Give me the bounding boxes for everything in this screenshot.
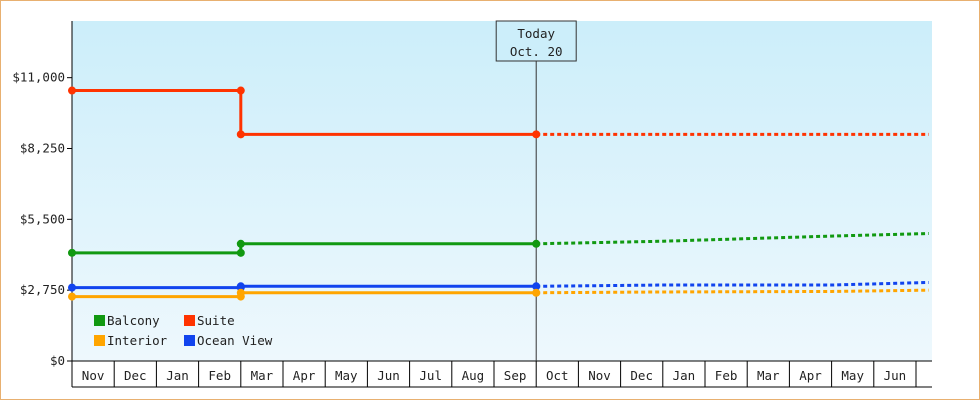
month-label: Jun bbox=[884, 368, 907, 383]
today-label: Today bbox=[517, 26, 555, 41]
y-tick-label: $11,000 bbox=[12, 70, 65, 85]
series-interior-forecast bbox=[536, 288, 929, 295]
today-box bbox=[495, 20, 577, 62]
plot-background bbox=[72, 21, 932, 361]
month-label: Apr bbox=[799, 368, 822, 383]
y-tick-label: $5,500 bbox=[20, 211, 65, 226]
month-label: Dec bbox=[630, 368, 653, 383]
series-balcony-point bbox=[532, 239, 541, 248]
series-suite-point bbox=[532, 130, 541, 139]
series-ocean-view-point bbox=[68, 283, 76, 292]
month-label: Mar bbox=[757, 368, 780, 383]
month-label: Sep bbox=[504, 368, 527, 383]
series-suite-point bbox=[236, 86, 245, 95]
month-label: Mar bbox=[251, 368, 274, 383]
series-balcony-forecast bbox=[536, 232, 929, 246]
series-ocean-view-point bbox=[236, 282, 245, 291]
y-tick-label: $2,750 bbox=[20, 282, 65, 297]
y-tick-label: $0 bbox=[50, 353, 65, 368]
legend-swatch bbox=[184, 335, 195, 346]
series-lines bbox=[68, 86, 929, 301]
today-marker: Today Oct. 20 bbox=[495, 20, 577, 361]
legend: Balcony Suite Interior Ocean View bbox=[94, 313, 273, 348]
legend-swatch bbox=[94, 335, 105, 346]
series-suite-point bbox=[68, 86, 76, 95]
legend-label: Interior bbox=[107, 333, 168, 348]
y-tick-label: $8,250 bbox=[20, 141, 65, 156]
month-label: Dec bbox=[124, 368, 147, 383]
month-label: Jul bbox=[419, 368, 442, 383]
month-label: Nov bbox=[588, 368, 611, 383]
month-label: Feb bbox=[715, 368, 738, 383]
legend-label: Suite bbox=[197, 313, 235, 328]
series-interior-point bbox=[532, 288, 541, 297]
series-suite-history bbox=[72, 89, 537, 136]
month-label: Jan bbox=[673, 368, 696, 383]
y-axis: $0 $2,750 $5,500 $8,250 $11,000 bbox=[12, 21, 73, 368]
series-ocean-view-history bbox=[72, 284, 537, 290]
series-ocean-view-point bbox=[532, 282, 541, 291]
series-interior-point bbox=[68, 292, 76, 301]
today-date: Oct. 20 bbox=[510, 44, 563, 59]
month-label: Jan bbox=[166, 368, 189, 383]
month-label: Feb bbox=[208, 368, 231, 383]
month-label: May bbox=[841, 368, 864, 383]
legend-swatch bbox=[184, 315, 195, 326]
legend-swatch bbox=[94, 315, 105, 326]
month-label: Aug bbox=[462, 368, 485, 383]
series-ocean-view-forecast bbox=[536, 280, 929, 288]
series-balcony-point bbox=[68, 248, 76, 257]
month-label: May bbox=[335, 368, 358, 383]
month-label: Apr bbox=[293, 368, 316, 383]
legend-label: Ocean View bbox=[197, 333, 273, 348]
month-label: Jun bbox=[377, 368, 400, 383]
series-interior-point bbox=[236, 288, 245, 297]
month-label: Oct bbox=[546, 368, 569, 383]
month-label: Nov bbox=[82, 368, 105, 383]
series-suite-point bbox=[236, 130, 245, 139]
series-balcony-point bbox=[236, 248, 245, 257]
legend-label: Balcony bbox=[107, 313, 160, 328]
x-axis: Nov Dec Jan Feb Mar Apr May Jun Jul Aug Sep Oct Nov D… bbox=[71, 360, 932, 388]
series-balcony-history bbox=[72, 242, 537, 255]
series-balcony-point bbox=[236, 239, 245, 248]
